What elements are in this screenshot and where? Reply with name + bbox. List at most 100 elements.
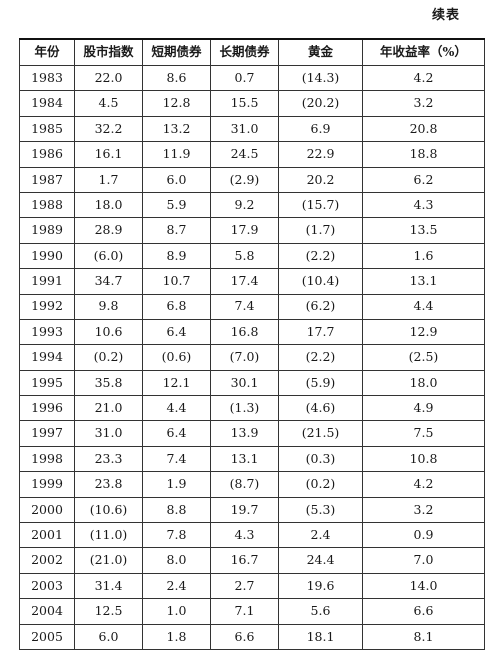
annual-return-cell: 4.3 — [362, 191, 485, 219]
annual-return-cell: 4.2 — [362, 64, 485, 92]
table-row: 2001 (11.0) 7.8 4.3 2.4 0.9 — [19, 522, 485, 549]
year-cell: 2005 — [19, 623, 75, 650]
stock-index-cell: 16.1 — [74, 141, 143, 168]
annual-return-cell: 8.1 — [362, 623, 485, 650]
gold-cell: (1.7) — [278, 217, 363, 244]
year-cell: 1987 — [19, 166, 75, 193]
stock-index-cell: 21.0 — [74, 395, 143, 422]
gold-cell: (4.6) — [278, 395, 363, 422]
gold-cell: (21.5) — [278, 420, 363, 447]
stock-index-cell: 12.5 — [74, 598, 143, 625]
long-term-bonds-cell: 24.5 — [210, 141, 279, 168]
annual-return-cell: 7.0 — [362, 547, 485, 574]
stock-index-cell: (11.0) — [74, 522, 143, 549]
short-term-bonds-cell: 8.0 — [142, 547, 211, 574]
short-term-bonds-cell: 4.4 — [142, 395, 211, 422]
long-term-bonds-cell: (1.3) — [210, 395, 279, 422]
table-row: 1984 4.5 12.8 15.5 (20.2) 3.2 — [19, 90, 485, 117]
long-term-bonds-cell: (8.7) — [210, 471, 279, 498]
gold-cell: (2.2) — [278, 242, 363, 270]
year-cell: 2001 — [19, 522, 75, 549]
gold-cell: (10.4) — [278, 268, 363, 295]
header-row: 年份 股市指数 短期债券 长期债券 黄金 年收益率（%） — [19, 38, 485, 66]
stock-index-cell: 35.8 — [74, 369, 143, 397]
table-row: 1997 31.0 6.4 13.9 (21.5) 7.5 — [19, 420, 485, 447]
annual-return-cell: (2.5) — [362, 344, 485, 371]
year-cell: 1997 — [19, 420, 75, 447]
stock-index-cell: 22.0 — [74, 64, 143, 92]
annual-return-cell: 4.2 — [362, 471, 485, 498]
short-term-bonds-cell: 2.4 — [142, 572, 211, 600]
long-term-bonds-cell: 16.8 — [210, 318, 279, 346]
stock-index-cell: 18.0 — [74, 191, 143, 219]
table-row: 1990 (6.0) 8.9 5.8 (2.2) 1.6 — [19, 242, 485, 270]
long-term-bonds-cell: 30.1 — [210, 369, 279, 397]
long-term-bonds-cell: 9.2 — [210, 191, 279, 219]
annual-return-cell: 1.6 — [362, 242, 485, 270]
header-stock-index: 股市指数 — [74, 38, 143, 66]
annual-return-cell: 13.1 — [362, 268, 485, 295]
stock-index-cell: 9.8 — [74, 293, 143, 320]
year-cell: 1996 — [19, 395, 75, 422]
year-cell: 1985 — [19, 115, 75, 143]
short-term-bonds-cell: 7.4 — [142, 445, 211, 473]
gold-cell: (2.2) — [278, 344, 363, 371]
table-row: 1987 1.7 6.0 (2.9) 20.2 6.2 — [19, 166, 485, 193]
table-header: 年份 股市指数 短期债券 长期债券 黄金 年收益率（%） — [19, 38, 485, 66]
stock-index-cell: 28.9 — [74, 217, 143, 244]
annual-return-cell: 7.5 — [362, 420, 485, 447]
stock-index-cell: 6.0 — [74, 623, 143, 650]
header-short-term-bonds: 短期债券 — [142, 38, 211, 66]
year-cell: 1990 — [19, 242, 75, 270]
long-term-bonds-cell: 15.5 — [210, 90, 279, 117]
table-row: 1992 9.8 6.8 7.4 (6.2) 4.4 — [19, 293, 485, 320]
stock-index-cell: (21.0) — [74, 547, 143, 574]
short-term-bonds-cell: 6.4 — [142, 420, 211, 447]
gold-cell: 5.6 — [278, 598, 363, 625]
year-cell: 1989 — [19, 217, 75, 244]
long-term-bonds-cell: (2.9) — [210, 166, 279, 193]
year-cell: 1998 — [19, 445, 75, 473]
long-term-bonds-cell: 7.1 — [210, 598, 279, 625]
year-cell: 1986 — [19, 141, 75, 168]
short-term-bonds-cell: 8.9 — [142, 242, 211, 270]
annual-return-cell: 3.2 — [362, 496, 485, 524]
short-term-bonds-cell: 8.8 — [142, 496, 211, 524]
table-row: 1988 18.0 5.9 9.2 (15.7) 4.3 — [19, 191, 485, 219]
annual-return-cell: 18.0 — [362, 369, 485, 397]
short-term-bonds-cell: 6.8 — [142, 293, 211, 320]
stock-index-cell: 32.2 — [74, 115, 143, 143]
long-term-bonds-cell: 2.7 — [210, 572, 279, 600]
gold-cell: 2.4 — [278, 522, 363, 549]
table-body: 1983 22.0 8.6 0.7 (14.3) 4.2 1984 4.5 12.8 15.5 (2… — [19, 64, 485, 650]
long-term-bonds-cell: 17.9 — [210, 217, 279, 244]
table-row: 2000 (10.6) 8.8 19.7 (5.3) 3.2 — [19, 496, 485, 524]
year-cell: 2004 — [19, 598, 75, 625]
gold-cell: 20.2 — [278, 166, 363, 193]
table-row: 1991 34.7 10.7 17.4 (10.4) 13.1 — [19, 268, 485, 295]
stock-index-cell: 23.3 — [74, 445, 143, 473]
table-row: 2004 12.5 1.0 7.1 5.6 6.6 — [19, 598, 485, 625]
stock-index-cell: 31.4 — [74, 572, 143, 600]
gold-cell: (6.2) — [278, 293, 363, 320]
annual-return-cell: 10.8 — [362, 445, 485, 473]
header-annual-return: 年收益率（%） — [362, 38, 485, 66]
table-row: 1996 21.0 4.4 (1.3) (4.6) 4.9 — [19, 395, 485, 422]
year-cell: 2000 — [19, 496, 75, 524]
stock-index-cell: 1.7 — [74, 166, 143, 193]
gold-cell: (0.3) — [278, 445, 363, 473]
table-row: 1998 23.3 7.4 13.1 (0.3) 10.8 — [19, 445, 485, 473]
table-row: 1986 16.1 11.9 24.5 22.9 18.8 — [19, 141, 485, 168]
short-term-bonds-cell: 1.9 — [142, 471, 211, 498]
gold-cell: 24.4 — [278, 547, 363, 574]
table-row: 2002 (21.0) 8.0 16.7 24.4 7.0 — [19, 547, 485, 574]
annual-return-cell: 6.2 — [362, 166, 485, 193]
gold-cell: (20.2) — [278, 90, 363, 117]
header-long-term-bonds: 长期债券 — [210, 38, 279, 66]
table-row: 1995 35.8 12.1 30.1 (5.9) 18.0 — [19, 369, 485, 397]
year-cell: 2003 — [19, 572, 75, 600]
annual-return-cell: 18.8 — [362, 141, 485, 168]
long-term-bonds-cell: 13.1 — [210, 445, 279, 473]
table-row: 1985 32.2 13.2 31.0 6.9 20.8 — [19, 115, 485, 143]
short-term-bonds-cell: 1.0 — [142, 598, 211, 625]
